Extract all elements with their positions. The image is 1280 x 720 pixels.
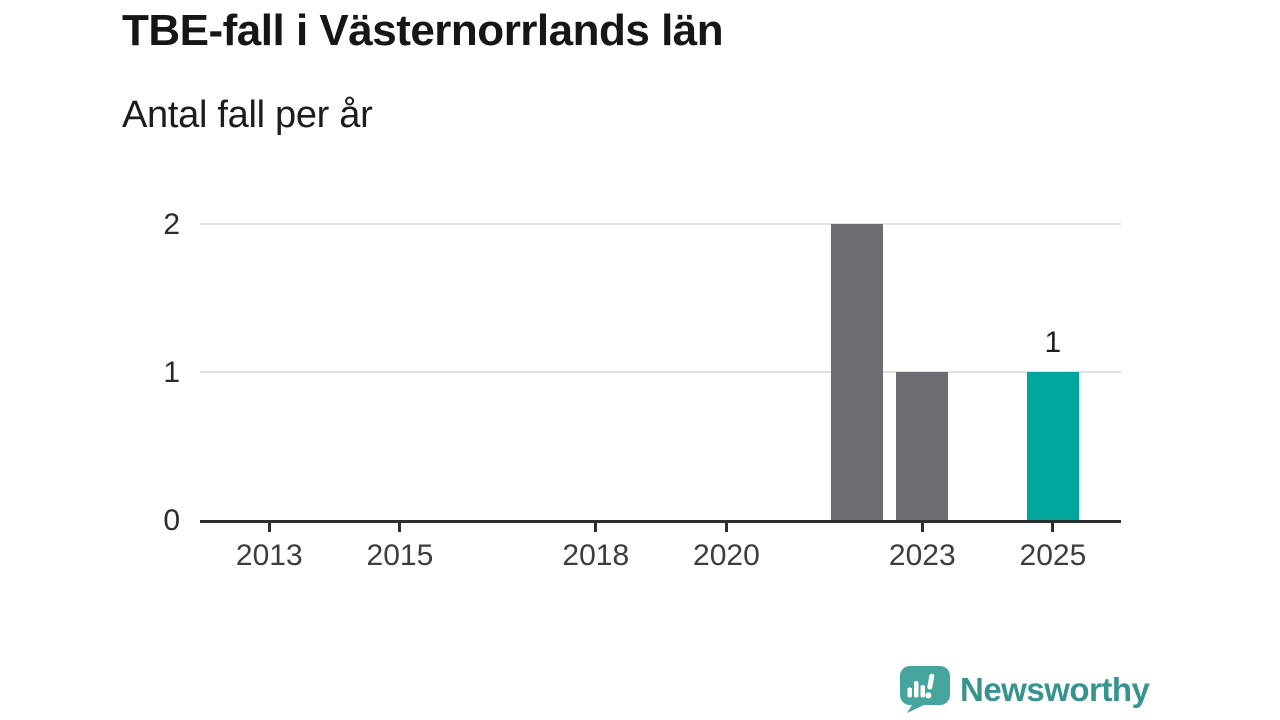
x-axis-tick-label: 2023 bbox=[888, 539, 956, 572]
chart-title: TBE-fall i Västernorrlands län bbox=[122, 6, 724, 55]
x-axis-tick-2018 bbox=[594, 523, 598, 532]
newsworthy-icon bbox=[900, 666, 950, 713]
x-axis-tick-label: 2013 bbox=[235, 539, 303, 572]
y-axis-tick-label: 1 bbox=[163, 356, 180, 389]
newsworthy-wordmark: Newsworthy bbox=[960, 670, 1150, 708]
plot-area: 0 1 2 2013 2015 2018 2020 2023 2025 1 bbox=[163, 208, 1121, 572]
bar-2023 bbox=[896, 372, 949, 520]
y-axis-tick-label: 0 bbox=[163, 504, 180, 537]
gridline-y-1 bbox=[200, 371, 1121, 373]
mini-bar-chart-glyph bbox=[907, 673, 935, 699]
bar-2025 bbox=[1026, 372, 1079, 520]
chart-subtitle: Antal fall per år bbox=[122, 94, 373, 136]
x-axis-tick-2013 bbox=[267, 523, 271, 532]
newsworthy-logo[interactable]: Newsworthy bbox=[900, 666, 1150, 713]
x-axis-tick-2023 bbox=[920, 523, 924, 532]
x-axis-tick-2020 bbox=[724, 523, 728, 532]
bar-value-label-2025: 1 bbox=[1044, 326, 1062, 359]
x-axis-tick-label: 2025 bbox=[1019, 539, 1087, 572]
x-axis-tick-2015 bbox=[398, 523, 402, 532]
bar-2022 bbox=[831, 224, 883, 520]
gridline-y-2 bbox=[200, 223, 1121, 225]
x-axis-tick-label: 2020 bbox=[693, 539, 760, 572]
exclamation-glyph bbox=[925, 673, 935, 699]
y-axis-tick-label: 2 bbox=[163, 208, 180, 241]
x-axis-tick-2025 bbox=[1051, 523, 1055, 532]
x-axis-tick-label: 2015 bbox=[366, 539, 434, 572]
x-axis-line bbox=[200, 520, 1121, 523]
x-axis-tick-label: 2018 bbox=[562, 539, 630, 572]
